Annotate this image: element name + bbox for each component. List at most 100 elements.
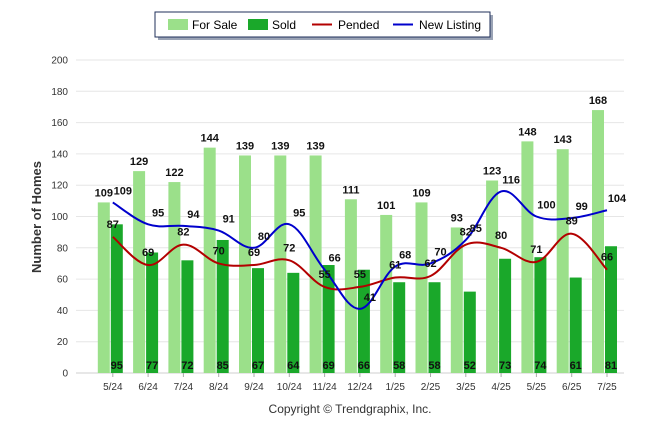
bar-for-sale (97, 202, 110, 373)
bar-for-sale (274, 155, 287, 373)
bar-for-sale (592, 110, 604, 373)
label-for-sale: 123 (483, 166, 501, 178)
label-new-listing: 95 (152, 207, 164, 219)
x-tick-label: 6/24 (138, 382, 158, 393)
bar-sold (216, 239, 229, 373)
label-for-sale: 139 (236, 140, 254, 152)
label-new-listing: 70 (434, 246, 446, 258)
label-pended: 70 (213, 245, 225, 257)
label-sold: 61 (570, 360, 582, 372)
label-new-listing: 109 (114, 185, 132, 197)
label-pended: 80 (495, 230, 507, 242)
bar-for-sale (380, 214, 393, 373)
x-tick-label: 6/25 (562, 382, 582, 393)
y-tick-label: 200 (51, 56, 68, 67)
bar-for-sale (556, 149, 569, 373)
label-sold: 85 (217, 360, 229, 372)
label-sold: 58 (393, 360, 405, 372)
bar-sold (181, 260, 194, 373)
bar-sold (393, 282, 406, 373)
x-tick-label: 3/25 (456, 382, 476, 393)
x-tick-label: 9/24 (244, 382, 264, 393)
label-new-listing: 80 (258, 231, 270, 243)
legend-swatch-for-sale (168, 19, 188, 30)
label-pended: 61 (389, 260, 401, 272)
x-tick-label: 12/24 (347, 382, 372, 393)
label-sold: 66 (358, 360, 370, 372)
bars (97, 110, 617, 373)
label-sold: 72 (181, 360, 193, 372)
bar-sold (605, 246, 617, 373)
bar-sold (287, 272, 300, 373)
label-for-sale: 101 (377, 200, 395, 212)
label-pended: 71 (530, 244, 542, 256)
label-new-listing: 104 (608, 193, 627, 205)
label-for-sale: 111 (342, 184, 359, 196)
label-new-listing: 116 (502, 174, 520, 186)
bar-for-sale (521, 141, 534, 373)
legend-label-pended: Pended (338, 18, 379, 32)
bar-for-sale (133, 171, 146, 373)
label-for-sale: 109 (95, 187, 113, 199)
y-tick-label: 160 (51, 118, 68, 129)
label-sold: 58 (428, 360, 440, 372)
label-pended: 55 (318, 269, 330, 281)
y-tick-label: 40 (57, 306, 69, 317)
label-for-sale: 148 (518, 126, 536, 138)
legend: For Sale Sold Pended New Listing (154, 11, 493, 40)
label-for-sale: 93 (451, 212, 463, 224)
bar-sold (146, 252, 159, 373)
label-for-sale: 143 (554, 134, 572, 146)
y-tick-label: 180 (51, 87, 68, 98)
bar-sold (499, 258, 512, 373)
label-sold: 77 (146, 360, 158, 372)
label-sold: 95 (111, 360, 123, 372)
label-new-listing: 100 (537, 200, 555, 212)
label-for-sale: 144 (201, 133, 220, 145)
bar-for-sale (486, 180, 499, 373)
y-axis: 0 20 40 60 80 100 120 140 160 180 200 (51, 56, 68, 380)
x-tick-label: 5/24 (103, 382, 123, 393)
bar-for-sale (344, 199, 357, 373)
y-tick-label: 120 (51, 181, 68, 192)
y-tick-label: 80 (57, 243, 69, 254)
bar-sold (463, 291, 476, 373)
bar-sold (110, 224, 123, 373)
bar-sold (357, 269, 370, 373)
bar-for-sale (415, 202, 428, 373)
label-pended: 82 (177, 227, 189, 239)
label-sold: 69 (322, 360, 334, 372)
y-tick-label: 0 (62, 369, 68, 380)
line-new-listing (112, 190, 608, 310)
bar-for-sale (168, 182, 181, 373)
label-new-listing: 91 (223, 214, 235, 226)
label-new-listing: 68 (399, 250, 411, 262)
bar-for-sale (309, 155, 322, 373)
label-pended: 72 (283, 242, 295, 254)
label-pended: 82 (460, 227, 472, 239)
label-for-sale: 109 (412, 187, 430, 199)
x-axis: 5/24 6/24 7/24 8/24 9/24 10/24 11/24 12/24 1/25 2… (103, 373, 617, 393)
label-new-listing: 99 (576, 201, 588, 213)
x-tick-label: 10/24 (277, 382, 302, 393)
legend-label-for-sale: For Sale (192, 18, 238, 32)
label-pended: 66 (601, 252, 613, 264)
y-tick-label: 100 (51, 212, 68, 223)
label-pended: 69 (248, 247, 260, 259)
legend-swatch-sold (248, 19, 268, 30)
label-for-sale: 139 (271, 140, 289, 152)
line-pended (112, 232, 608, 291)
label-new-listing: 66 (328, 253, 340, 265)
lines (112, 190, 608, 310)
label-sold: 52 (464, 360, 476, 372)
label-new-listing: 41 (364, 292, 376, 304)
label-for-sale: 129 (130, 156, 148, 168)
x-tick-label: 7/25 (597, 382, 617, 393)
copyright-footer: Copyright © Trendgraphix, Inc. (269, 402, 432, 416)
bar-sold (569, 277, 582, 373)
label-new-listing: 85 (470, 223, 482, 235)
x-tick-label: 7/24 (174, 382, 194, 393)
label-for-sale: 168 (589, 95, 607, 107)
data-labels: 109 95 109 87 129 77 95 69 122 72 94 82 144 85 91 70 139… (95, 95, 627, 372)
